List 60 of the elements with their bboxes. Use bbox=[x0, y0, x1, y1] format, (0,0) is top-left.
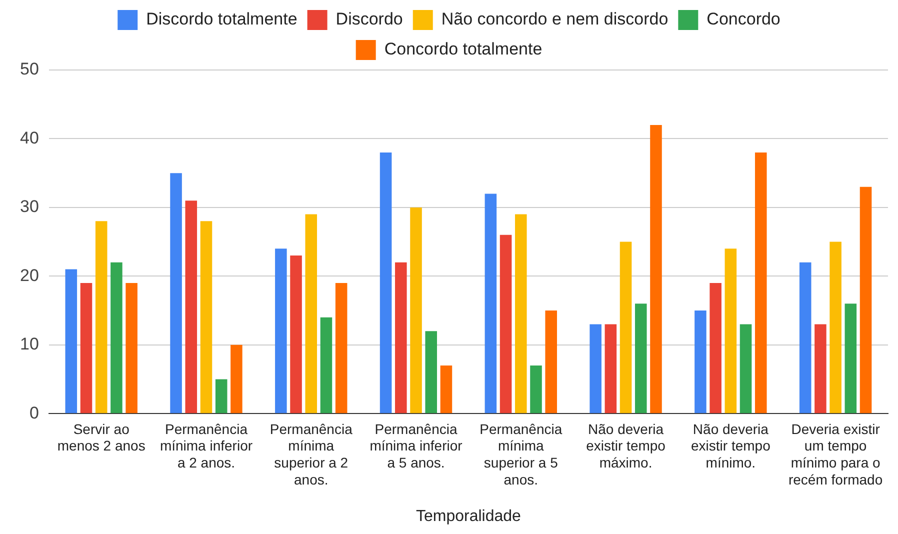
x-tick-label: Servir ao menos 2 anos bbox=[57, 420, 146, 454]
bar bbox=[410, 207, 422, 414]
legend-label: Discordo totalmente bbox=[146, 10, 298, 29]
bar bbox=[515, 214, 527, 414]
bar bbox=[590, 324, 602, 414]
bar bbox=[740, 324, 752, 414]
y-tick-label: 30 bbox=[20, 197, 39, 216]
x-axis-title: Temporalidade bbox=[416, 508, 522, 525]
x-tick-label: Não deveria existir tempo mínimo. bbox=[690, 420, 771, 470]
bar bbox=[320, 317, 332, 414]
bar bbox=[95, 221, 108, 414]
bar bbox=[200, 221, 212, 414]
y-tick-label: 10 bbox=[20, 334, 39, 354]
x-tick-label: Não deveria existir tempo máximo. bbox=[586, 420, 666, 470]
bar bbox=[215, 379, 228, 414]
x-tick-label: Permanência mínima superior a 2 anos. bbox=[270, 420, 353, 488]
bar bbox=[530, 365, 542, 414]
bar bbox=[80, 283, 92, 414]
x-tick-label: Permanência mínima superior a 5 anos. bbox=[480, 420, 562, 488]
y-tick-label: 50 bbox=[20, 60, 39, 79]
bar bbox=[724, 248, 737, 414]
bar bbox=[305, 214, 318, 414]
bar bbox=[545, 310, 557, 414]
x-tick-label: Permanência mínima inferior a 5 anos. bbox=[370, 420, 463, 470]
bar bbox=[484, 194, 497, 414]
bar bbox=[275, 248, 287, 414]
bar bbox=[425, 331, 438, 414]
x-tick-label: Permanência mínima inferior a 2 anos. bbox=[160, 420, 253, 470]
y-tick-label: 40 bbox=[20, 128, 39, 148]
bar bbox=[604, 324, 617, 414]
bar bbox=[395, 262, 407, 414]
bar bbox=[290, 256, 302, 414]
y-tick-label: 20 bbox=[20, 266, 39, 285]
legend-label: Concordo bbox=[706, 10, 780, 29]
bar bbox=[650, 124, 662, 414]
y-tick-label: 0 bbox=[29, 403, 39, 422]
bar bbox=[844, 304, 857, 414]
bar bbox=[65, 269, 78, 414]
bar bbox=[754, 152, 767, 414]
x-tick-label: Deveria existir um tempo mínimo para o recém formado bbox=[788, 420, 883, 488]
bar bbox=[830, 242, 842, 414]
bar bbox=[335, 283, 348, 414]
bar bbox=[110, 262, 122, 414]
bar bbox=[814, 324, 826, 414]
bar bbox=[126, 283, 138, 414]
bar bbox=[634, 304, 647, 414]
bar bbox=[380, 152, 392, 414]
bar bbox=[694, 310, 706, 414]
legend-label: Não concordo e nem discordo bbox=[441, 10, 668, 29]
bar bbox=[440, 365, 452, 414]
bar bbox=[710, 283, 722, 414]
bar bbox=[185, 200, 198, 414]
bar bbox=[799, 262, 812, 414]
bar bbox=[620, 242, 632, 414]
bar bbox=[230, 344, 242, 414]
legend-label: Discordo bbox=[336, 10, 403, 29]
bar bbox=[170, 173, 182, 414]
bar bbox=[500, 234, 512, 414]
legend-label: Concordo totalmente bbox=[384, 40, 542, 59]
bar bbox=[860, 186, 872, 414]
